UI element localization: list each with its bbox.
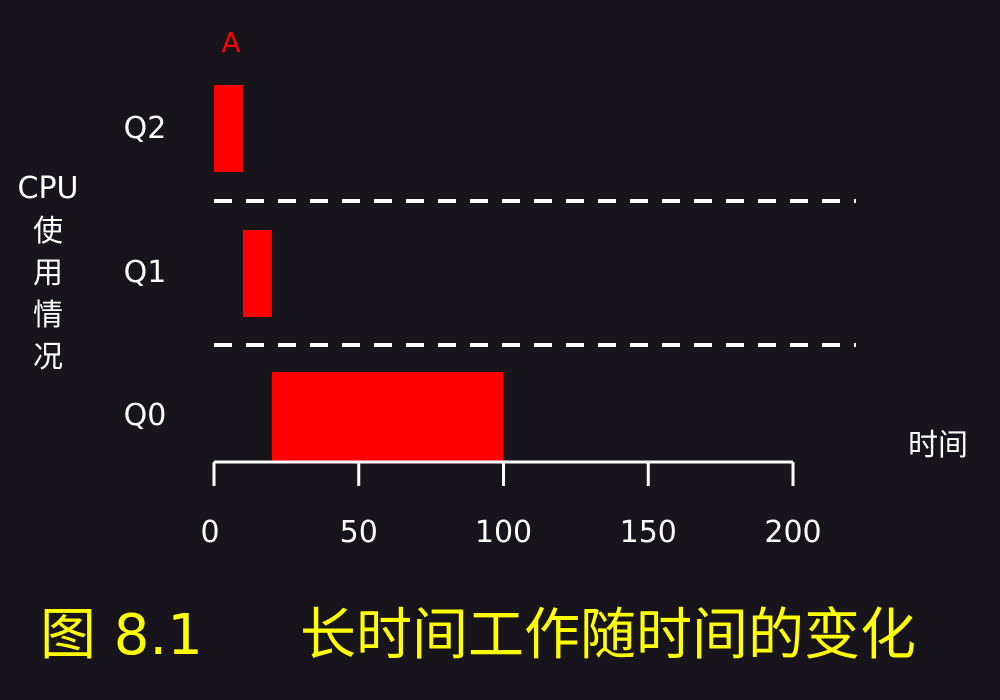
y-axis-label-line-3: 用	[33, 256, 63, 291]
x-axis-label: 时间	[908, 428, 968, 463]
y-axis-label-line-1: CPU	[18, 171, 79, 206]
queue-label-q1: Q1	[124, 255, 167, 290]
y-axis-label-line-5: 况	[33, 340, 63, 375]
y-axis-label-line-4: 情	[33, 298, 63, 333]
queue-label-q2: Q2	[124, 111, 167, 146]
queue-dividers	[214, 199, 856, 347]
x-tick-label-200: 200	[764, 515, 821, 550]
figure-title: 长时间工作随时间的变化	[300, 603, 916, 668]
bar-q1	[242, 230, 272, 317]
figure-number: 图 8.1	[40, 603, 203, 668]
queue-label-q0: Q0	[124, 398, 167, 433]
bars	[214, 85, 504, 462]
bar-q2	[214, 85, 243, 172]
x-axis: 0 50 100 150 200	[200, 460, 822, 550]
bar-q0	[271, 372, 504, 462]
x-tick-label-50: 50	[340, 515, 378, 550]
y-axis-label-line-2: 使	[33, 214, 63, 249]
x-tick-label-0: 0	[200, 515, 219, 550]
x-tick-label-150: 150	[620, 515, 677, 550]
figure-caption: 图 8.1 长时间工作随时间的变化	[0, 590, 1000, 680]
queue-labels: Q2 Q1 Q0	[124, 111, 167, 433]
marker-label-a: A	[221, 26, 240, 59]
x-tick-label-100: 100	[475, 515, 532, 550]
